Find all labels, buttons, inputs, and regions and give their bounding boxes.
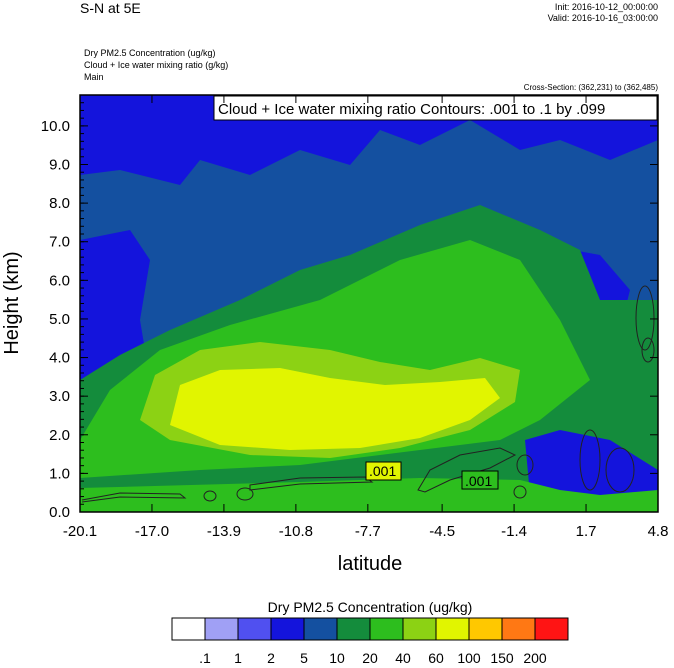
y-tick-label: 8.0	[49, 195, 70, 212]
y-tick-label: 4.0	[49, 350, 70, 367]
cloud-contour-cell	[203, 490, 217, 502]
field-name-cloud: Cloud + Ice water mixing ratio (g/kg)	[84, 60, 229, 70]
cloud-contour-cell	[236, 487, 254, 501]
cross-section-label: Cross-Section: (362,231) to (362,485)	[523, 83, 658, 92]
y-tick-label: 2.0	[49, 427, 70, 444]
colorbar-swatch	[501, 617, 536, 641]
contour-label-2: .001	[461, 470, 499, 490]
colorbar-swatch	[336, 617, 371, 641]
cloud-contour-cell	[641, 337, 655, 363]
cloud-contour-cell	[605, 447, 635, 493]
cloud-contours	[81, 285, 655, 503]
colorbar-label: 1	[234, 650, 242, 666]
colorbar-label: 5	[300, 650, 308, 666]
contour-info-box-bg	[213, 95, 658, 121]
x-tick-label: -13.9	[207, 523, 241, 540]
colorbar-label: 200	[523, 650, 547, 666]
colorbar-label: .1	[199, 650, 211, 666]
x-tick-label: -1.4	[501, 523, 527, 540]
colorbar-swatch	[237, 617, 272, 641]
surface-green-band	[80, 478, 658, 512]
contour-info-text: Cloud + Ice water mixing ratio Contours:…	[218, 101, 605, 118]
cloud-contour-line	[417, 447, 517, 493]
x-tick-label: 4.8	[648, 523, 669, 540]
init-time: Init: 2016-10-12_00:00:00	[554, 2, 658, 12]
colorbar-title: Dry PM2.5 Concentration (ug/kg)	[268, 599, 473, 615]
concentration-field	[80, 95, 658, 512]
y-tick-label: 5.0	[49, 311, 70, 328]
y-axis: 0.0 1.0 2.0 3.0 4.0 5.0 6.0 7.0 8.0 9.0 10.0	[41, 94, 658, 521]
y-tick-label: 6.0	[49, 272, 70, 289]
colorbar: .1 1 2 5 10 20 40 60 100 150 200	[171, 617, 569, 666]
x-tick-label: -20.1	[63, 523, 97, 540]
contour-label-1-box	[365, 461, 402, 481]
y-tick-label: 1.0	[49, 465, 70, 482]
x-axis: -20.1 -17.0 -13.9 -10.8 -7.7 -4.5 -1.4 1.7 4.8	[63, 95, 669, 540]
contour-label-2-box	[461, 470, 499, 490]
x-tick-label: -7.7	[355, 523, 381, 540]
field-name-pm25: Dry PM2.5 Concentration (ug/kg)	[84, 48, 216, 58]
x-axis-label: latitude	[338, 553, 403, 575]
colorbar-swatch	[270, 617, 305, 641]
colorbar-swatch	[402, 617, 437, 641]
colorbar-swatch	[534, 617, 569, 641]
colorbar-label: 20	[362, 650, 378, 666]
contour-label-1: .001	[365, 461, 402, 481]
y-tick-label: 0.0	[49, 504, 70, 521]
x-tick-label: 1.7	[576, 523, 597, 540]
y-tick-label: 7.0	[49, 234, 70, 251]
colorbar-swatch	[435, 617, 470, 641]
colorbar-label: 40	[395, 650, 411, 666]
yellow-region	[170, 368, 500, 450]
y-axis-label: Height (km)	[1, 251, 23, 354]
colorbar-swatch	[171, 617, 206, 641]
cloud-contour-line	[249, 476, 374, 491]
colorbar-swatch	[369, 617, 404, 641]
valid-time: Valid: 2016-10-16_03:00:00	[547, 13, 658, 23]
colorbar-swatch	[204, 617, 239, 641]
cloud-contour-cell	[513, 485, 527, 499]
colorbar-label: 150	[490, 650, 514, 666]
x-tick-label: -10.8	[279, 523, 313, 540]
contour-info-box: Cloud + Ice water mixing ratio Contours:…	[213, 95, 658, 121]
colorbar-swatch	[468, 617, 503, 641]
colorbar-label: 60	[428, 650, 444, 666]
cloud-contour-cell	[516, 454, 534, 476]
y-tick-label: 3.0	[49, 388, 70, 405]
contour-label-2-text: .001	[465, 473, 492, 489]
colorbar-label: 10	[329, 650, 345, 666]
x-tick-label: -17.0	[135, 523, 169, 540]
plot-title: S-N at 5E	[80, 0, 141, 16]
y-tick-label: 9.0	[49, 157, 70, 174]
field-name-domain: Main	[84, 72, 104, 82]
colorbar-swatch	[303, 617, 338, 641]
y-tick-label: 10.0	[41, 118, 70, 135]
contour-label-1-text: .001	[369, 463, 396, 479]
x-tick-label: -4.5	[429, 523, 455, 540]
cloud-contour-line	[81, 492, 187, 503]
colorbar-label: 100	[457, 650, 481, 666]
cloud-contour-cell	[579, 429, 601, 491]
colorbar-label: 2	[267, 650, 275, 666]
cloud-contour-cell	[635, 285, 655, 351]
